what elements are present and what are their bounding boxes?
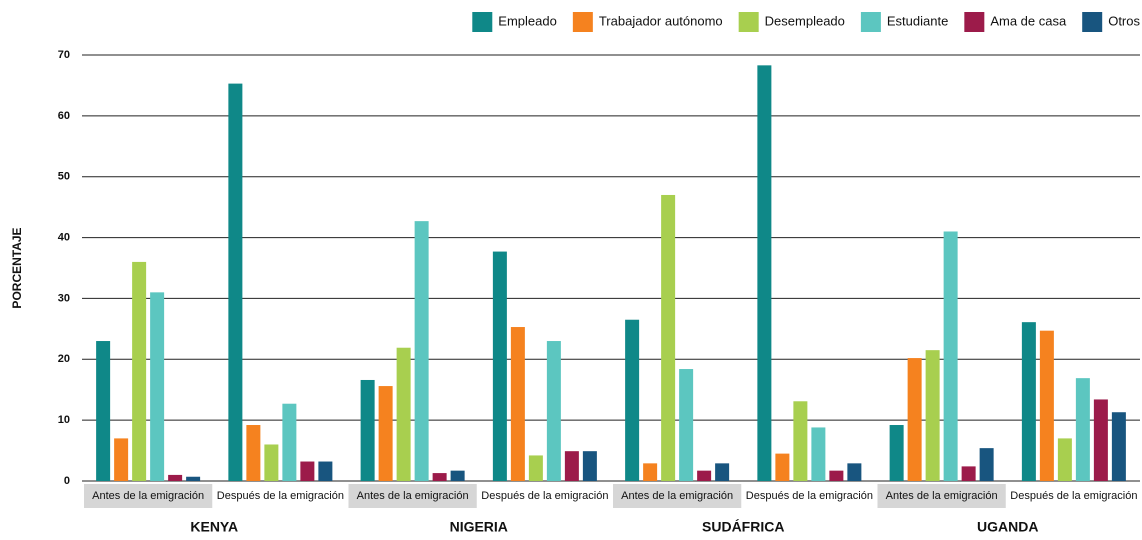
y-tick-label: 0 (64, 475, 70, 487)
bar (829, 470, 844, 481)
legend-label: Desempleado (765, 13, 845, 28)
bar (300, 461, 315, 481)
legend-swatch (572, 12, 593, 32)
group-label: SUDÁFRICA (702, 519, 784, 535)
bar (793, 401, 808, 481)
bar (246, 425, 261, 481)
bar (943, 231, 958, 481)
bar (564, 451, 579, 481)
bar (432, 473, 447, 481)
bar (414, 221, 429, 481)
bar (979, 448, 994, 481)
bar (1093, 399, 1108, 481)
bar (378, 386, 393, 481)
legend-swatch (1082, 12, 1103, 32)
legend-swatch (738, 12, 759, 32)
bar (661, 194, 676, 481)
category-label-bg (877, 484, 1006, 508)
bar (961, 466, 976, 481)
bar (228, 83, 243, 482)
bar (775, 453, 790, 481)
y-tick-label: 50 (58, 171, 70, 183)
bar (168, 474, 183, 481)
bar (150, 292, 165, 481)
legend-label: Empleado (498, 13, 557, 28)
group-label: UGANDA (977, 519, 1038, 535)
x-tick-label: Después de la emigración (217, 490, 344, 502)
y-tick-label: 30 (58, 292, 70, 304)
y-tick-label: 10 (58, 414, 70, 426)
bar (492, 251, 507, 481)
group-label: NIGERIA (450, 519, 508, 535)
bar (1021, 322, 1036, 481)
bar (186, 476, 201, 481)
x-tick-label: Después de la emigración (481, 490, 608, 502)
x-tick-label: Antes de la emigración (886, 490, 998, 502)
x-tick-label: Antes de la emigración (357, 490, 469, 502)
bar (510, 327, 525, 481)
category-label-bg (348, 484, 477, 508)
bar (264, 444, 279, 481)
bar (889, 425, 904, 481)
x-tick-label: Antes de la emigración (621, 490, 733, 502)
y-tick-label: 20 (58, 353, 70, 365)
bar (643, 463, 658, 481)
bar (96, 341, 111, 481)
category-label-bg (613, 484, 742, 508)
bar (1039, 330, 1054, 481)
bar (847, 463, 862, 481)
bar (546, 341, 561, 481)
y-tick-label: 40 (58, 231, 70, 243)
bar (625, 319, 640, 481)
legend-swatch (860, 12, 881, 32)
bar (679, 369, 694, 481)
legend-label: Estudiante (887, 13, 948, 28)
bar (925, 350, 940, 481)
bar (1075, 378, 1090, 481)
y-tick-label: 70 (58, 49, 70, 61)
bar (1057, 438, 1072, 481)
group-label: KENYA (190, 519, 238, 535)
legend-swatch (472, 12, 493, 32)
bar (757, 65, 772, 482)
bar (396, 347, 411, 481)
bar (907, 358, 922, 481)
bar (360, 379, 375, 481)
x-tick-label: Después de la emigración (746, 490, 873, 502)
x-tick-label: Después de la emigración (1010, 490, 1137, 502)
bar (450, 470, 465, 481)
bar (528, 455, 543, 481)
legend-label: Otros (1108, 13, 1140, 28)
bar (715, 463, 730, 481)
legend-label: Trabajador autónomo (599, 13, 723, 28)
bar (697, 470, 712, 481)
bar (114, 438, 129, 481)
bar (318, 461, 333, 481)
bar (1111, 412, 1126, 481)
bar (132, 261, 147, 481)
y-tick-label: 60 (58, 110, 70, 122)
bar (282, 403, 297, 481)
bar (811, 427, 826, 481)
category-label-bg (84, 484, 213, 508)
bar (582, 451, 597, 481)
legend-swatch (964, 12, 985, 32)
y-axis-title: PORCENTAJE (10, 227, 24, 308)
x-tick-label: Antes de la emigración (92, 490, 204, 502)
legend-label: Ama de casa (990, 13, 1067, 28)
